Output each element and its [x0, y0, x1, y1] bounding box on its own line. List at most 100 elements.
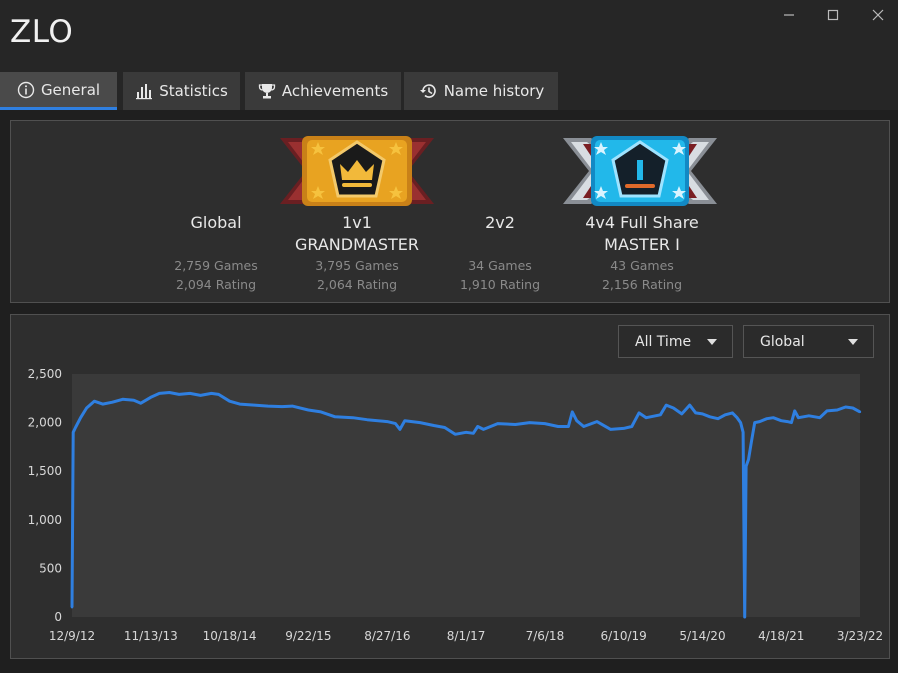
- chevron-down-icon: [707, 339, 717, 345]
- data-point: [622, 427, 625, 430]
- data-point: [291, 404, 294, 408]
- data-point: [672, 406, 675, 410]
- data-point: [571, 410, 574, 414]
- x-tick-label: 5/14/20: [679, 629, 725, 643]
- leaderboard-games: 3,795 Games: [315, 258, 399, 273]
- leaderboard-4v4-full-share: 4v4 Full Share MASTER I 43 Games 2,156 R…: [572, 212, 712, 294]
- data-point: [765, 417, 769, 420]
- leaderboard-global: Global 2,759 Games 2,094 Rating: [146, 212, 286, 294]
- leaderboard-name: 4v4 Full Share: [585, 213, 699, 232]
- rating-history-chart: 0 500 1,000 1,500 2,000 2,500 12/9/12 11/13/13…: [28, 367, 883, 643]
- data-point: [750, 441, 753, 445]
- maximize-icon: [827, 9, 839, 21]
- leaderboard-rank: [146, 234, 286, 256]
- leaderboard-rating: 2,094 Rating: [175, 277, 257, 292]
- data-point: [772, 416, 775, 419]
- data-point: [844, 405, 847, 409]
- data-point: [595, 420, 599, 423]
- tab-achievements[interactable]: Achievements: [245, 72, 401, 110]
- data-point: [132, 399, 136, 402]
- leaderboard-rank: MASTER I: [604, 235, 680, 254]
- time-range-value: All Time: [635, 333, 692, 350]
- data-point: [74, 426, 77, 429]
- leaderboard-name: 1v1: [342, 213, 372, 232]
- chevron-down-icon: [848, 339, 858, 345]
- leaderboard-value: Global: [760, 333, 805, 350]
- data-point: [708, 415, 712, 418]
- data-point: [365, 418, 369, 421]
- data-point: [858, 410, 862, 414]
- trophy-icon: [258, 84, 275, 99]
- leaderboard-1v1: 1v1 GRANDMASTER 3,795 Games 2,064 Rating: [287, 212, 427, 294]
- leaderboards-panel: [10, 120, 890, 303]
- data-point: [797, 416, 800, 419]
- y-tick-label: 2,500: [28, 367, 62, 381]
- data-point: [825, 409, 829, 413]
- x-tick-label: 9/22/15: [285, 629, 331, 643]
- data-point: [238, 402, 241, 406]
- data-point: [149, 396, 152, 399]
- x-tick-label: 8/27/16: [364, 629, 410, 643]
- data-point: [266, 404, 270, 408]
- x-tick-label: 3/23/22: [837, 629, 883, 643]
- master-badge-icon: [563, 136, 717, 206]
- data-point: [744, 465, 748, 468]
- title-bar: ZLO: [0, 0, 898, 64]
- tab-general[interactable]: General: [0, 72, 117, 110]
- data-point: [514, 423, 517, 426]
- data-point: [482, 428, 485, 431]
- leaderboard-name: 2v2: [485, 213, 515, 232]
- data-point: [664, 403, 668, 407]
- y-tick-label: 0: [54, 610, 62, 624]
- data-point: [724, 413, 727, 417]
- minimize-button[interactable]: [778, 8, 800, 26]
- x-tick-label: 8/1/17: [447, 629, 486, 643]
- data-point: [333, 415, 337, 418]
- data-point: [418, 421, 422, 424]
- data-point: [319, 410, 323, 414]
- data-point: [694, 411, 697, 415]
- data-point: [210, 392, 213, 395]
- data-point: [403, 419, 406, 422]
- data-point: [739, 421, 742, 424]
- info-icon: [17, 81, 35, 98]
- x-tick-label: 7/6/18: [526, 629, 565, 643]
- data-point: [743, 615, 746, 619]
- data-point: [735, 416, 739, 419]
- x-tick-label: 10/18/14: [203, 629, 257, 643]
- minimize-icon: [784, 14, 794, 16]
- data-point: [818, 416, 821, 419]
- leaderboard-rating: 2,156 Rating: [601, 277, 683, 292]
- data-point: [177, 393, 181, 396]
- data-point: [790, 421, 793, 424]
- data-point: [556, 425, 560, 428]
- data-point: [121, 398, 124, 401]
- data-point: [582, 425, 585, 428]
- tab-name-history[interactable]: Name history: [404, 72, 558, 110]
- data-point: [139, 401, 142, 405]
- data-point: [307, 408, 310, 412]
- data-point: [688, 403, 691, 407]
- data-point: [443, 426, 446, 429]
- data-point: [79, 416, 82, 419]
- data-point: [168, 391, 171, 394]
- data-point: [807, 414, 811, 417]
- leaderboard-name: Global: [190, 213, 242, 232]
- data-point: [496, 422, 499, 425]
- leaderboard-dropdown[interactable]: Global: [743, 325, 874, 358]
- data-point: [780, 419, 783, 422]
- data-point: [386, 420, 389, 423]
- data-point: [851, 406, 854, 410]
- y-tick-label: 1,000: [28, 513, 62, 527]
- maximize-button[interactable]: [822, 8, 844, 26]
- data-point: [758, 420, 761, 423]
- data-point: [93, 400, 96, 403]
- data-point: [199, 394, 202, 397]
- time-range-dropdown[interactable]: All Time: [618, 325, 733, 358]
- close-button[interactable]: [867, 8, 889, 26]
- x-tick-label: 12/9/12: [49, 629, 95, 643]
- history-icon: [419, 84, 436, 98]
- data-point: [476, 425, 479, 428]
- data-point: [158, 392, 161, 395]
- tab-statistics[interactable]: Statistics: [123, 72, 240, 110]
